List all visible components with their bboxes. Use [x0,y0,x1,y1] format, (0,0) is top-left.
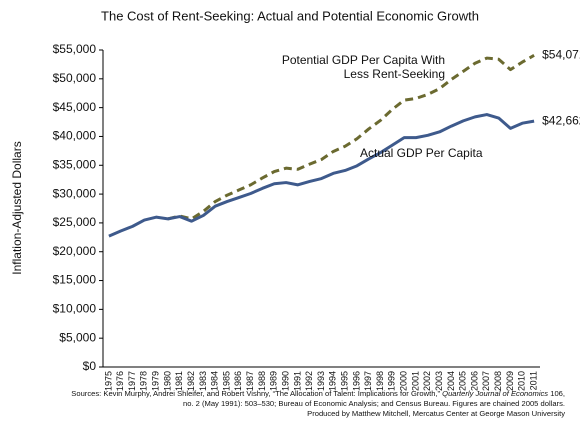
x-tick-label: 1987 [245,371,255,391]
x-tick-label: 1994 [328,371,338,391]
source-text: Sources: Kevin Murphy, Andrei Shleifer, … [71,389,443,398]
y-axis-label: Inflation-Adjusted Dollars [10,141,24,274]
x-tick-label: 1984 [210,371,220,391]
x-tick-label: 2006 [469,371,479,391]
x-tick-label: 1993 [316,371,326,391]
series-line [108,113,535,238]
y-tick-label: $55,000 [53,42,97,56]
x-tick-label: 1978 [139,371,149,391]
source-text: 106, no. 2 (May 1991): 503–530; Bureau o… [182,389,565,408]
x-tick-label: 2004 [446,371,456,391]
x-tick-label: 2005 [458,371,468,391]
x-tick-label: 1998 [375,371,385,391]
data-label: $54,071 [542,48,580,62]
credit: Produced by Matthew Mitchell, Mercatus C… [307,409,565,418]
y-tick-label: $20,000 [53,244,97,258]
x-tick-label: 1996 [351,371,361,391]
x-tick-label: 2007 [481,371,491,391]
y-tick-label: $10,000 [53,302,97,316]
x-tick-label: 2003 [434,371,444,391]
x-tick-label: 2011 [528,371,538,390]
x-tick-label: 1983 [198,371,208,391]
y-tick-label: $0 [83,359,97,373]
legend-actual: Actual GDP Per Capita [360,146,483,160]
x-tick-label: 1991 [292,371,302,391]
source-note: Sources: Kevin Murphy, Andrei Shleifer, … [60,389,565,419]
data-label: $42,662 [542,113,580,127]
x-tick-label: 1981 [174,371,184,391]
x-tick-label: 1989 [269,371,279,391]
x-tick-label: 1999 [387,371,397,391]
legend-potential: Potential GDP Per Capita With Less Rent-… [281,53,445,81]
x-tick-label: 1992 [304,371,314,391]
x-tick-label: 1979 [151,371,161,391]
x-tick-label: 2009 [505,371,515,391]
series-line [167,54,535,221]
y-tick-label: $45,000 [53,100,97,114]
y-tick-label: $50,000 [53,71,97,85]
x-tick-label: 1982 [186,371,196,391]
x-tick-label: 1975 [103,371,113,391]
x-tick-label: 1997 [363,371,373,391]
x-tick-label: 1977 [127,371,137,391]
source-journal: Quarterly Journal of Economics [442,389,549,398]
x-tick-label: 2001 [410,371,420,391]
y-tick-label: $35,000 [53,157,97,171]
x-tick-label: 1988 [257,371,267,391]
y-tick-label: $5,000 [59,330,96,344]
y-tick-label: $15,000 [53,273,97,287]
x-tick-label: 1985 [221,371,231,391]
x-tick-label: 1990 [280,371,290,391]
y-tick-label: $25,000 [53,215,97,229]
x-tick-label: 2008 [493,371,503,391]
x-tick-label: 1976 [115,371,125,391]
y-tick-label: $30,000 [53,186,97,200]
x-tick-label: 1995 [339,371,349,391]
y-tick-label: $40,000 [53,129,97,143]
x-tick-label: 2010 [517,371,527,391]
chart-title: The Cost of Rent-Seeking: Actual and Pot… [101,8,479,23]
x-tick-label: 2002 [422,371,432,391]
x-tick-label: 1980 [162,371,172,391]
x-tick-label: 2000 [399,371,409,391]
x-tick-label: 1986 [233,371,243,391]
